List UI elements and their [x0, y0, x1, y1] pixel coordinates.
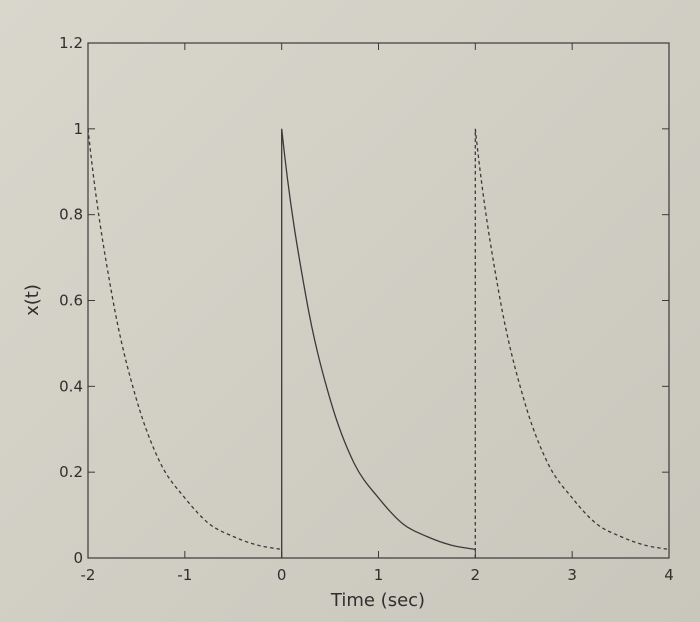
- y-tick-label: 0.2: [59, 463, 83, 481]
- series-line-3: [474, 128, 670, 558]
- series-line-2: [281, 128, 476, 558]
- y-tick-label: 1: [73, 120, 83, 138]
- plot-area: [87, 42, 670, 559]
- series-line-1: [87, 128, 282, 551]
- x-tick-label: 1: [374, 566, 384, 584]
- series-layer: [87, 128, 670, 558]
- y-tick-label: 0: [73, 549, 83, 567]
- x-tick-label: -2: [81, 566, 96, 584]
- y-tick-label: 0.8: [59, 206, 83, 224]
- y-tick-label: 1.2: [59, 34, 83, 52]
- x-ticks: -2 -1 0 1 2 3 4: [81, 43, 674, 584]
- y-tick-label: 0.4: [59, 377, 83, 395]
- x-tick-label: 3: [567, 566, 577, 584]
- x-tick-label: 4: [664, 566, 674, 584]
- y-ticks: 0 0.2 0.4 0.6 0.8 1 1.2: [59, 34, 669, 567]
- y-axis-title: x(t): [22, 284, 43, 316]
- x-tick-label: -1: [177, 566, 192, 584]
- y-tick-label: 0.6: [59, 292, 83, 310]
- x-tick-label: 2: [471, 566, 481, 584]
- x-tick-label: 0: [277, 566, 287, 584]
- x-axis-title: Time (sec): [330, 590, 425, 611]
